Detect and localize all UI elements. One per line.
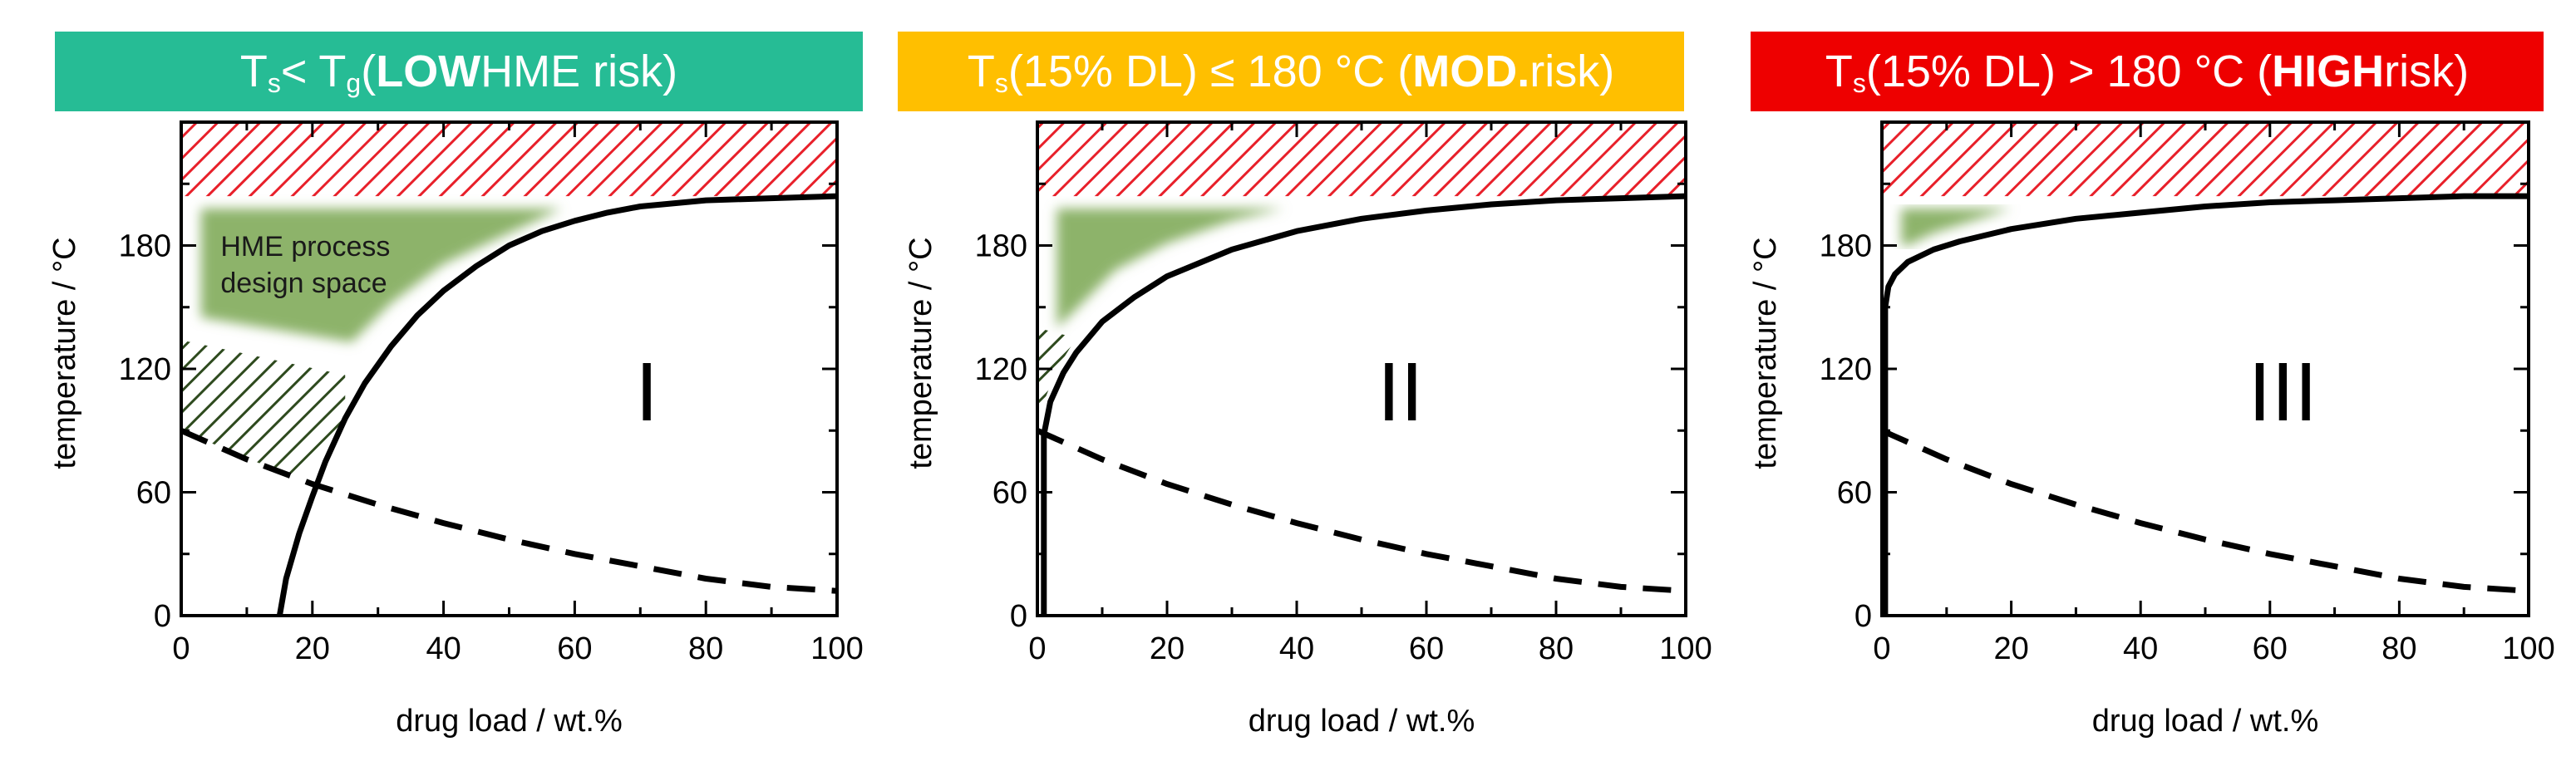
header-text-part: (15% DL) ≤ 180 °C ( [1007, 47, 1413, 96]
x-tick-label: 40 [2123, 631, 2158, 666]
y-tick-label: 60 [992, 476, 1027, 511]
y-tick-label: 0 [1010, 599, 1027, 634]
design-space-region [1901, 208, 2012, 246]
x-tick-label: 20 [1993, 631, 2028, 666]
degradation-zone [1037, 122, 1686, 197]
design-space-region [1057, 208, 1284, 328]
design-space-label: design space [220, 268, 387, 299]
x-tick-label: 0 [1028, 631, 1046, 666]
y-tick-label: 180 [119, 229, 171, 264]
region-label: III [2248, 346, 2317, 439]
region-label: II [1377, 346, 1424, 439]
x-tick-label: 80 [1539, 631, 1574, 666]
x-tick-label: 40 [426, 631, 461, 666]
header-text-part: < T [280, 47, 347, 96]
plot-area [1037, 122, 1686, 616]
header-text-part: s [267, 67, 281, 98]
x-tick-label: 100 [2502, 631, 2554, 666]
y-tick-label: 0 [154, 599, 171, 634]
degradation-zone [181, 122, 837, 197]
y-axis-label: temperature / °C [904, 237, 938, 469]
y-tick-label: 120 [119, 352, 171, 387]
y-axis-label: temperature / °C [1748, 237, 1783, 469]
tg-curve [1882, 428, 2529, 594]
x-axis-label: drug load / wt.% [2092, 704, 2318, 739]
header-text-part: s [1852, 67, 1866, 98]
x-tick-label: 60 [1409, 631, 1444, 666]
x-tick-label: 100 [1659, 631, 1712, 666]
header-text-part: (15% DL) > 180 °C ( [1865, 47, 2273, 96]
x-tick-label: 0 [172, 631, 190, 666]
hatched-region [181, 340, 346, 480]
degradation-zone [1882, 122, 2529, 197]
design-space-region [200, 208, 562, 342]
header-text-part: s [994, 67, 1008, 98]
y-tick-label: 60 [1837, 476, 1872, 511]
y-axis-label: temperature / °C [47, 237, 82, 469]
x-tick-label: 40 [1279, 631, 1314, 666]
x-tick-label: 60 [557, 631, 592, 666]
y-tick-label: 0 [1854, 599, 1872, 634]
ts-curve [276, 193, 837, 616]
plot-area [181, 122, 837, 616]
x-axis-label: drug load / wt.% [1249, 704, 1475, 739]
header-text-part: T [239, 47, 268, 96]
tg-curve [1037, 428, 1686, 594]
design-space-label: HME process [220, 231, 390, 263]
x-tick-label: 80 [2381, 631, 2416, 666]
region-label: I [635, 346, 658, 439]
header-text-part: HME risk) [480, 47, 678, 96]
y-tick-label: 180 [975, 229, 1027, 264]
header-text-part: ( [361, 47, 377, 96]
x-tick-label: 80 [688, 631, 723, 666]
header-text-part: risk) [1529, 47, 1615, 96]
header-text-part: LOW [376, 47, 481, 96]
y-tick-label: 120 [975, 352, 1027, 387]
y-tick-label: 180 [1820, 229, 1872, 264]
y-tick-label: 120 [1820, 352, 1872, 387]
hatched-region [1037, 327, 1076, 410]
chart-panel-2: 0 20 40 60 80 100 0 60 120 180 drug load / wt.% tem… [904, 120, 1712, 739]
header-text-part: T [1825, 47, 1853, 96]
chart-panel-1: 0 20 40 60 80 100 0 60 120 180 drug load / wt.% tem… [47, 120, 864, 739]
x-tick-label: 20 [295, 631, 330, 666]
header-text-part: MOD. [1412, 47, 1530, 96]
plot-area [1882, 122, 2529, 616]
header-text-part: T [967, 47, 995, 96]
ts-curve [1041, 193, 1686, 616]
header-text-part: HIGH [2272, 47, 2385, 96]
x-tick-label: 20 [1150, 631, 1185, 666]
y-tick-label: 60 [136, 476, 171, 511]
x-axis-label: drug load / wt.% [396, 704, 622, 739]
chart-panel-3: 0 20 40 60 80 100 0 60 120 180 drug load / wt.% tem… [1748, 120, 2555, 739]
ts-curve [1882, 193, 2529, 616]
header-text-part: g [346, 67, 362, 98]
x-tick-label: 0 [1873, 631, 1890, 666]
x-tick-label: 60 [2253, 631, 2288, 666]
header-text-part: risk) [2384, 47, 2470, 96]
x-tick-label: 100 [810, 631, 863, 666]
